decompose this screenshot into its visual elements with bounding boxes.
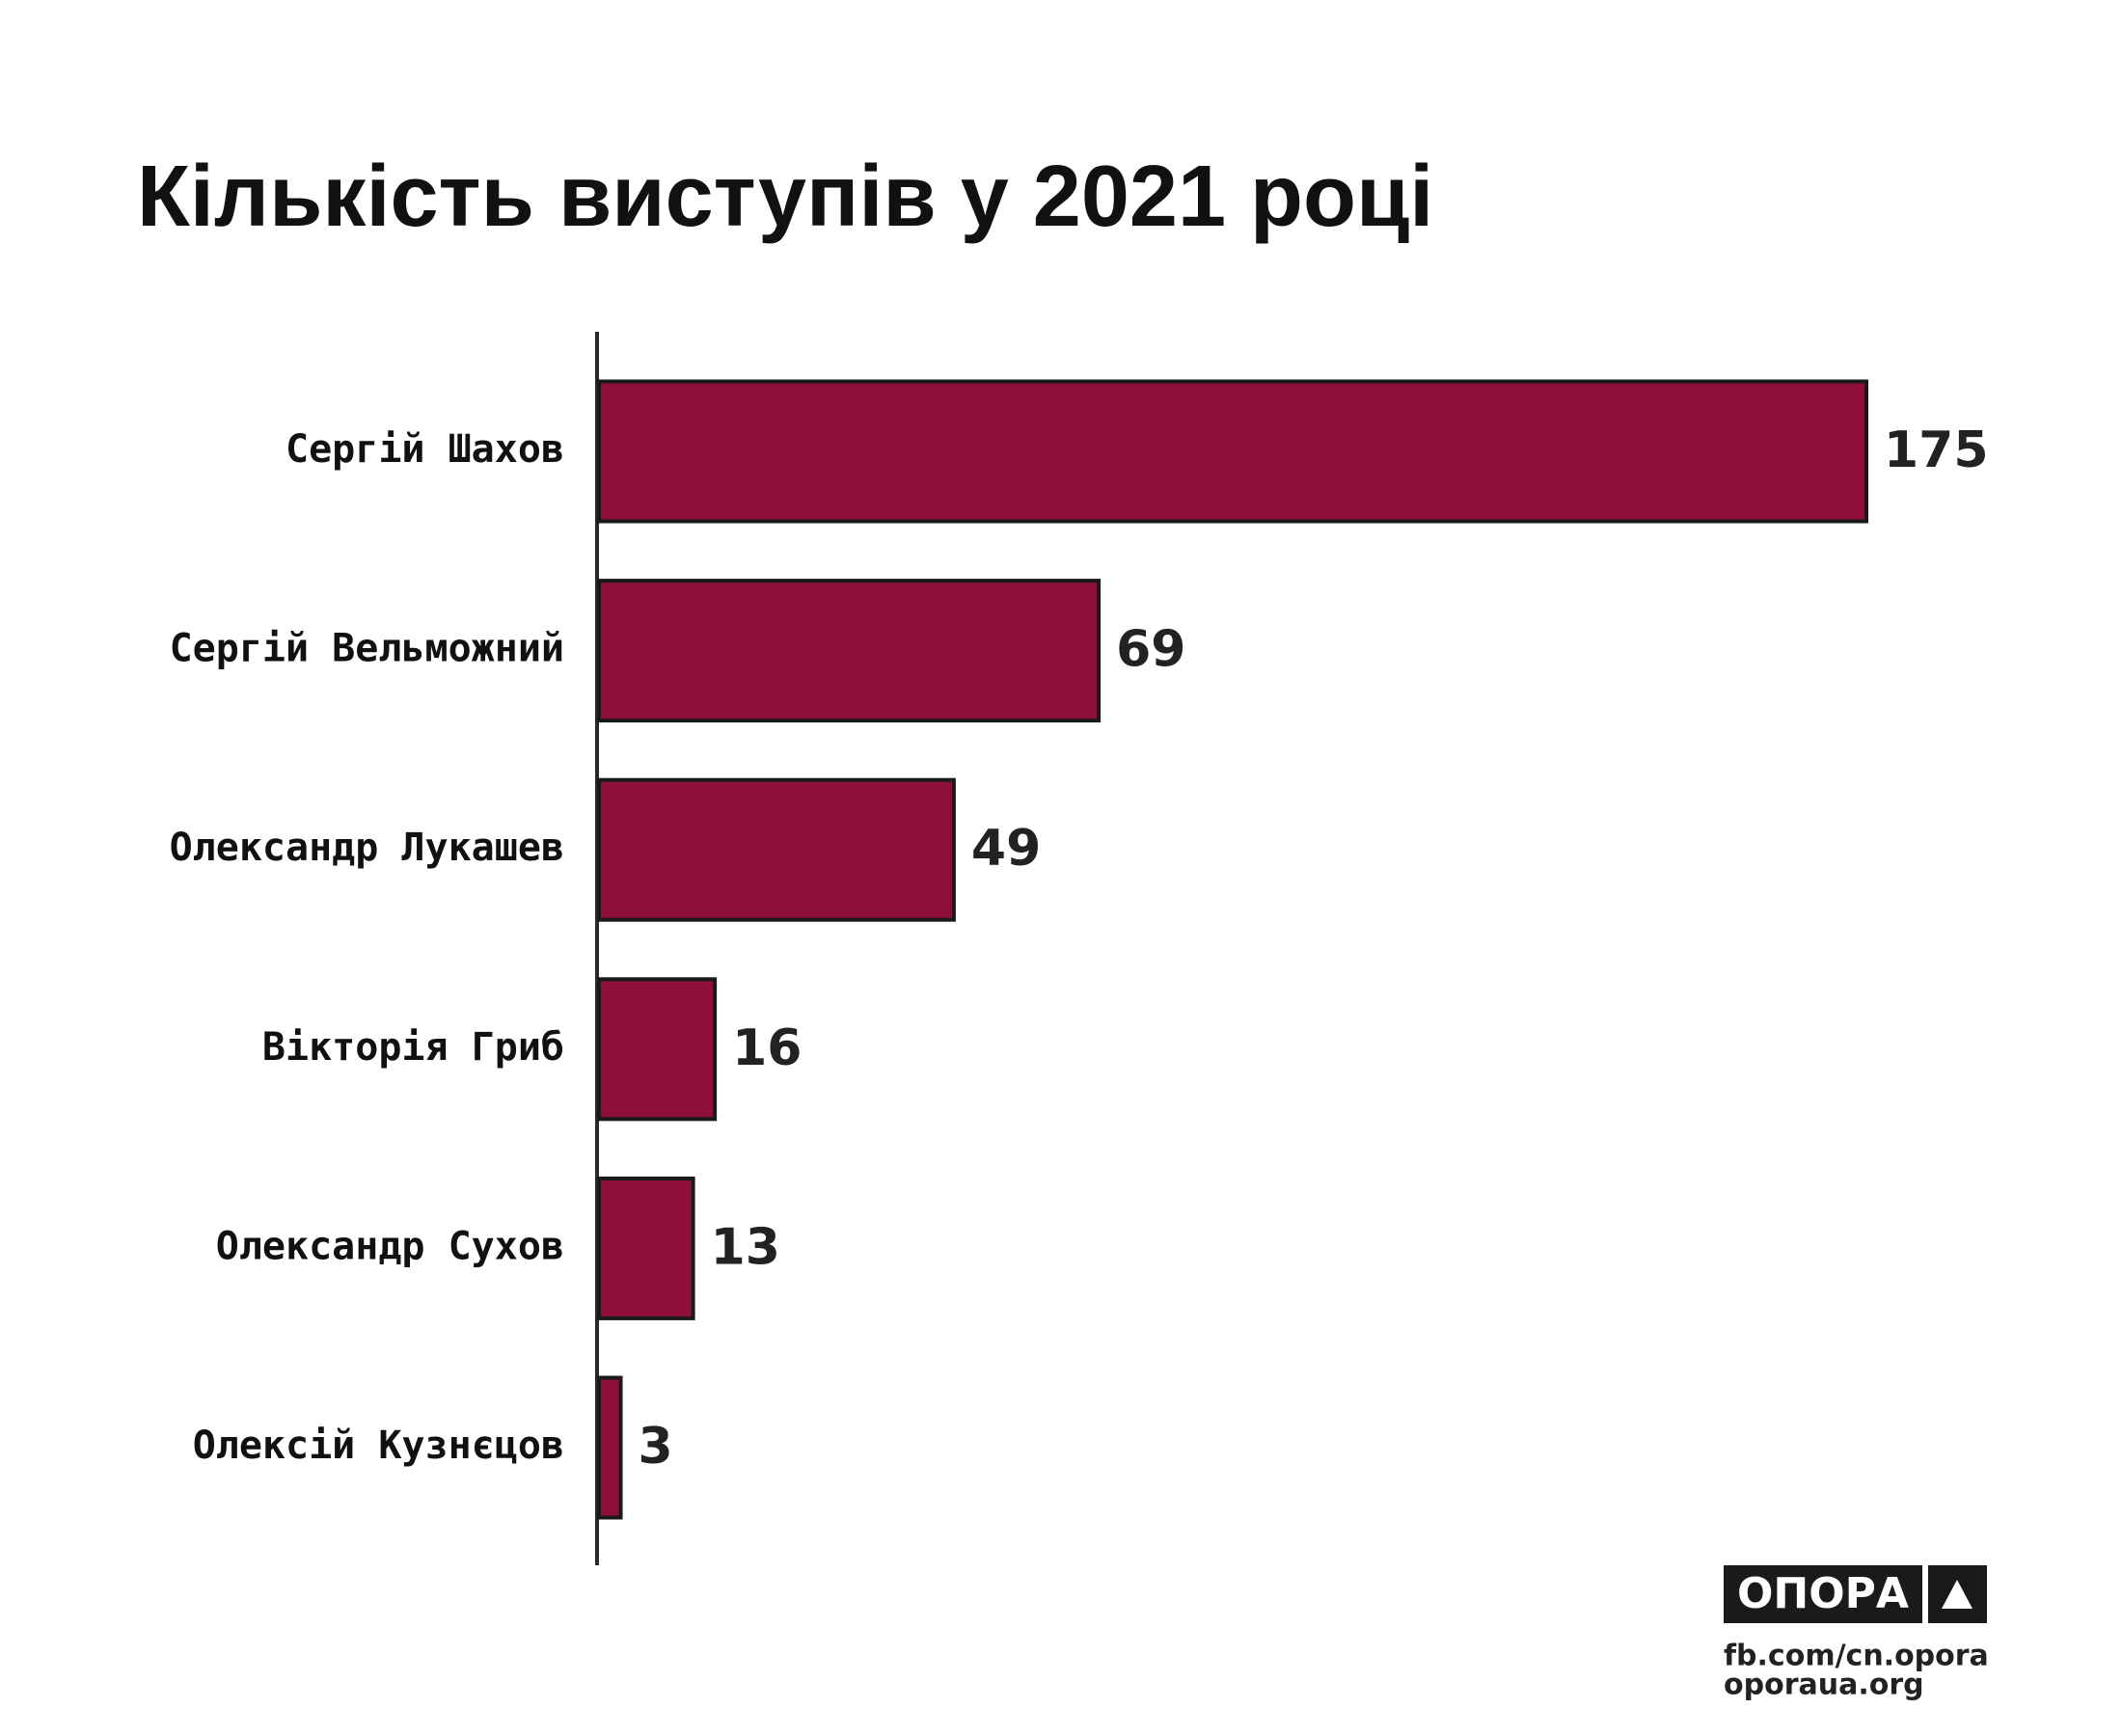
category-label: Олександр Лукашев (170, 826, 564, 870)
chart-title: Кількість виступів у 2021 році (137, 149, 1433, 245)
category-label: Олександр Сухов (216, 1224, 564, 1268)
bar (597, 1375, 623, 1520)
bar (597, 379, 1868, 524)
value-label: 175 (1884, 421, 1989, 479)
category-label: Сергій Вельможний (170, 627, 564, 671)
category-label: Вікторія Гриб (262, 1025, 564, 1070)
logo-link: fb.com/cn.opora (1724, 1640, 1989, 1673)
logo-link: oporaua.org (1724, 1668, 1924, 1702)
logo-triangle (1942, 1580, 1972, 1609)
value-label: 49 (971, 820, 1041, 878)
bar (597, 777, 956, 922)
value-label: 13 (711, 1218, 780, 1276)
bar (597, 977, 718, 1122)
value-label: 16 (732, 1019, 802, 1077)
bar (597, 579, 1102, 723)
value-label: 3 (639, 1418, 673, 1476)
logo-box (1724, 1565, 1922, 1623)
category-label: Сергій Шахов (286, 427, 564, 472)
value-label: 69 (1116, 621, 1185, 679)
bar (597, 1176, 695, 1320)
logo-name: ОПОРА (1737, 1569, 1909, 1618)
category-label: Олексій Кузнєцов (193, 1424, 564, 1468)
